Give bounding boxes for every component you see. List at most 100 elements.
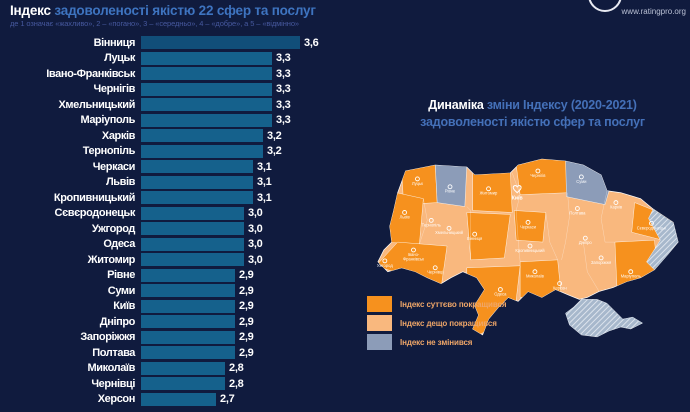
bar-value: 3,0 <box>248 238 263 251</box>
map-city-label: Черкаси <box>520 224 537 229</box>
bar <box>141 253 244 267</box>
bar-label: Суми <box>107 284 136 297</box>
map-city-label: Житомир <box>480 191 498 196</box>
bar-value: 2,8 <box>229 362 244 375</box>
bar-label: Тернопіль <box>82 145 136 158</box>
bar <box>141 346 235 360</box>
map-city-marker: Миколаїв <box>526 269 545 279</box>
bar-value: 2,9 <box>239 269 254 282</box>
bar <box>141 175 253 189</box>
bar-row: Сєвєродонецьк 3,0 <box>8 206 360 222</box>
bar <box>141 36 300 50</box>
bar-label: Харків <box>101 129 136 142</box>
legend-swatch <box>367 315 392 331</box>
bar-value: 3,1 <box>257 160 272 173</box>
legend-item: Індекс суттєво покращився <box>367 296 506 312</box>
city-dot-icon <box>582 235 588 241</box>
map-capital-label: Київ <box>512 196 523 202</box>
kyiv-pin-icon <box>512 185 522 194</box>
map-city-label: Луцьк <box>412 181 423 186</box>
bar-row: Львів 3,1 <box>8 175 360 191</box>
map-city-label: Дніпро <box>579 240 593 245</box>
website-link[interactable]: www.ratingpro.org <box>621 7 686 16</box>
city-dot-icon <box>472 231 478 237</box>
ukraine-map: Вінниця Луцьк Івано-Франківськ Чернігів Хмел… <box>377 158 679 338</box>
bar-value: 3,0 <box>248 222 263 235</box>
city-dot-icon <box>557 281 563 286</box>
map-city-label: Тернопіль <box>422 222 441 227</box>
bar-row: Одеса 3,0 <box>8 237 360 253</box>
city-dot-icon <box>649 220 654 226</box>
map-city-label: Хмельницький <box>435 230 464 235</box>
bar <box>141 315 235 329</box>
bar <box>141 113 272 127</box>
city-dot-icon <box>497 287 503 292</box>
map-city-marker: Харків <box>610 200 623 210</box>
bar <box>141 361 225 375</box>
bar <box>141 191 253 205</box>
bar-label: Ужгород <box>91 222 136 235</box>
map-city-label: Івано- <box>408 252 420 257</box>
bar <box>141 237 244 251</box>
map-city-label: Франківськ <box>403 256 424 261</box>
map-city-marker: Житомир <box>480 186 498 196</box>
map-city-label: Маріуполь <box>621 274 641 279</box>
map-city-marker: Сєвєродонецьк <box>637 220 666 230</box>
map-city-marker: Чернівці <box>427 265 443 275</box>
bar-label: Івано-Франківськ <box>46 67 135 80</box>
bar-value: 3,6 <box>304 36 319 49</box>
map-title-rest: зміни Індексу (2020-2021) <box>483 98 637 112</box>
bar-row: Харків 3,2 <box>8 128 360 144</box>
legend-item: Індекс дещо покращився <box>367 315 506 331</box>
bar-value: 3,2 <box>267 145 282 158</box>
page-subtitle: де 1 означає «жахливо», 2 – «погано», 3 … <box>10 19 299 28</box>
map-city-marker: Хмельницький <box>435 225 464 235</box>
map-city-marker: Маріуполь <box>621 269 641 279</box>
map-city-marker: Черкаси <box>520 219 537 229</box>
map-region-crimea <box>565 299 644 338</box>
bar-label: Львів <box>105 176 135 189</box>
city-dot-icon <box>486 186 491 192</box>
bar-label: Чернівці <box>91 377 135 390</box>
city-dot-icon <box>613 200 619 206</box>
map-title: Динаміка зміни Індексу (2020-2021) задов… <box>380 97 685 131</box>
bar <box>141 129 263 143</box>
bar-row: Луцьк 3,3 <box>8 51 360 67</box>
city-dot-icon <box>411 247 416 253</box>
bar-label: Київ <box>113 300 135 313</box>
bar-row: Житомир 3,0 <box>8 252 360 268</box>
legend-item: Індекс не змінився <box>367 334 506 350</box>
bar-label: Кропивницький <box>53 191 135 204</box>
map-city-marker: Луцьк <box>412 176 423 186</box>
legend-swatch <box>367 296 392 312</box>
bar-value: 3,3 <box>276 98 291 111</box>
bar-label: Чернігів <box>93 83 136 96</box>
map-legend: Індекс суттєво покращився Індекс дещо пок… <box>367 296 506 353</box>
bar-label: Черкаси <box>92 160 136 173</box>
bar-chart: Вінниця 3,6 Луцьк 3,3 Івано-Франківськ 3,3 Чер… <box>8 35 360 407</box>
bar-row: Ужгород 3,0 <box>8 221 360 237</box>
bar-value: 3,1 <box>257 176 272 189</box>
bar-value: 2,9 <box>239 331 254 344</box>
map-title-line2: задоволеності якістю сфер та послуг <box>420 115 645 129</box>
map-city-label: Вінниця <box>467 236 482 241</box>
legend-label: Індекс суттєво покращився <box>400 299 507 309</box>
bar-row: Рівне 2,9 <box>8 268 360 284</box>
bar <box>141 330 235 344</box>
bar-value: 3,0 <box>248 207 263 220</box>
map-city-marker: Запоріжжя <box>591 255 611 265</box>
bar <box>141 144 263 158</box>
bar-value: 2,9 <box>239 315 254 328</box>
bar-value: 3,3 <box>276 52 291 65</box>
map-city-marker: Херсон <box>553 281 567 291</box>
city-dot-icon <box>446 225 452 231</box>
bar-row: Івано-Франківськ 3,3 <box>8 66 360 82</box>
bar-row: Суми 2,9 <box>8 283 360 299</box>
bar-row: Чернівці 2,8 <box>8 376 360 392</box>
map-city-label: Херсон <box>553 286 567 291</box>
map-city-marker: Дніпро <box>579 235 593 245</box>
bar <box>141 206 244 220</box>
map-city-label: Одеса <box>494 291 507 296</box>
bar <box>141 160 253 174</box>
